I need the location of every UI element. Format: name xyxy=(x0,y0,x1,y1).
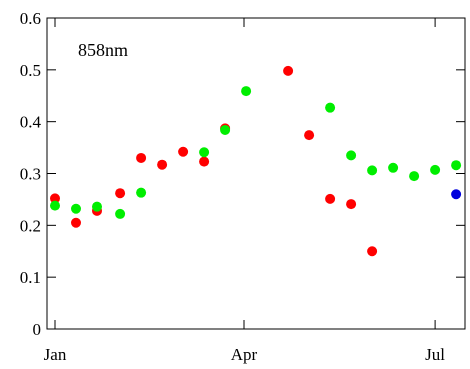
data-point xyxy=(136,152,147,163)
y-tick-label: 0.2 xyxy=(20,216,41,235)
y-tick-label: 0.3 xyxy=(20,165,41,184)
data-point xyxy=(220,124,231,135)
data-point xyxy=(92,201,102,212)
data-point xyxy=(451,189,462,200)
data-point xyxy=(451,160,462,171)
y-tick-label: 0.6 xyxy=(20,9,41,28)
data-point xyxy=(157,159,168,170)
data-point xyxy=(346,199,357,210)
data-point xyxy=(50,200,60,211)
data-point xyxy=(136,187,147,198)
data-point xyxy=(71,203,81,214)
data-point xyxy=(346,150,357,161)
x-tick-label: Jan xyxy=(44,345,67,364)
wavelength-annotation: 858nm xyxy=(78,40,128,60)
y-tick-label: 0.4 xyxy=(20,113,42,132)
data-point xyxy=(115,188,126,199)
data-point xyxy=(367,246,378,257)
data-point xyxy=(367,165,378,176)
data-points xyxy=(50,65,462,257)
data-point xyxy=(283,65,294,76)
data-point xyxy=(409,171,420,182)
y-tick-label: 0.1 xyxy=(20,268,41,287)
data-point xyxy=(71,217,81,228)
data-point xyxy=(178,146,189,157)
plot-frame xyxy=(46,17,466,330)
x-tick-label: Apr xyxy=(231,345,258,364)
data-point xyxy=(115,208,126,219)
data-point xyxy=(325,193,336,204)
y-tick-label: 0 xyxy=(33,320,42,339)
data-point xyxy=(241,86,252,97)
y-axis: 0 0.1 0.2 0.3 0.4 0.5 0.6 xyxy=(20,9,465,339)
data-point xyxy=(388,162,399,173)
x-tick-label: Jul xyxy=(425,345,445,364)
data-point xyxy=(199,147,210,158)
y-tick-label: 0.5 xyxy=(20,61,41,80)
data-point xyxy=(199,156,210,167)
data-point xyxy=(325,102,336,113)
data-point xyxy=(50,193,60,204)
data-point xyxy=(430,164,441,175)
x-axis: JanAprJulOct xyxy=(44,18,445,364)
data-point xyxy=(304,130,315,141)
